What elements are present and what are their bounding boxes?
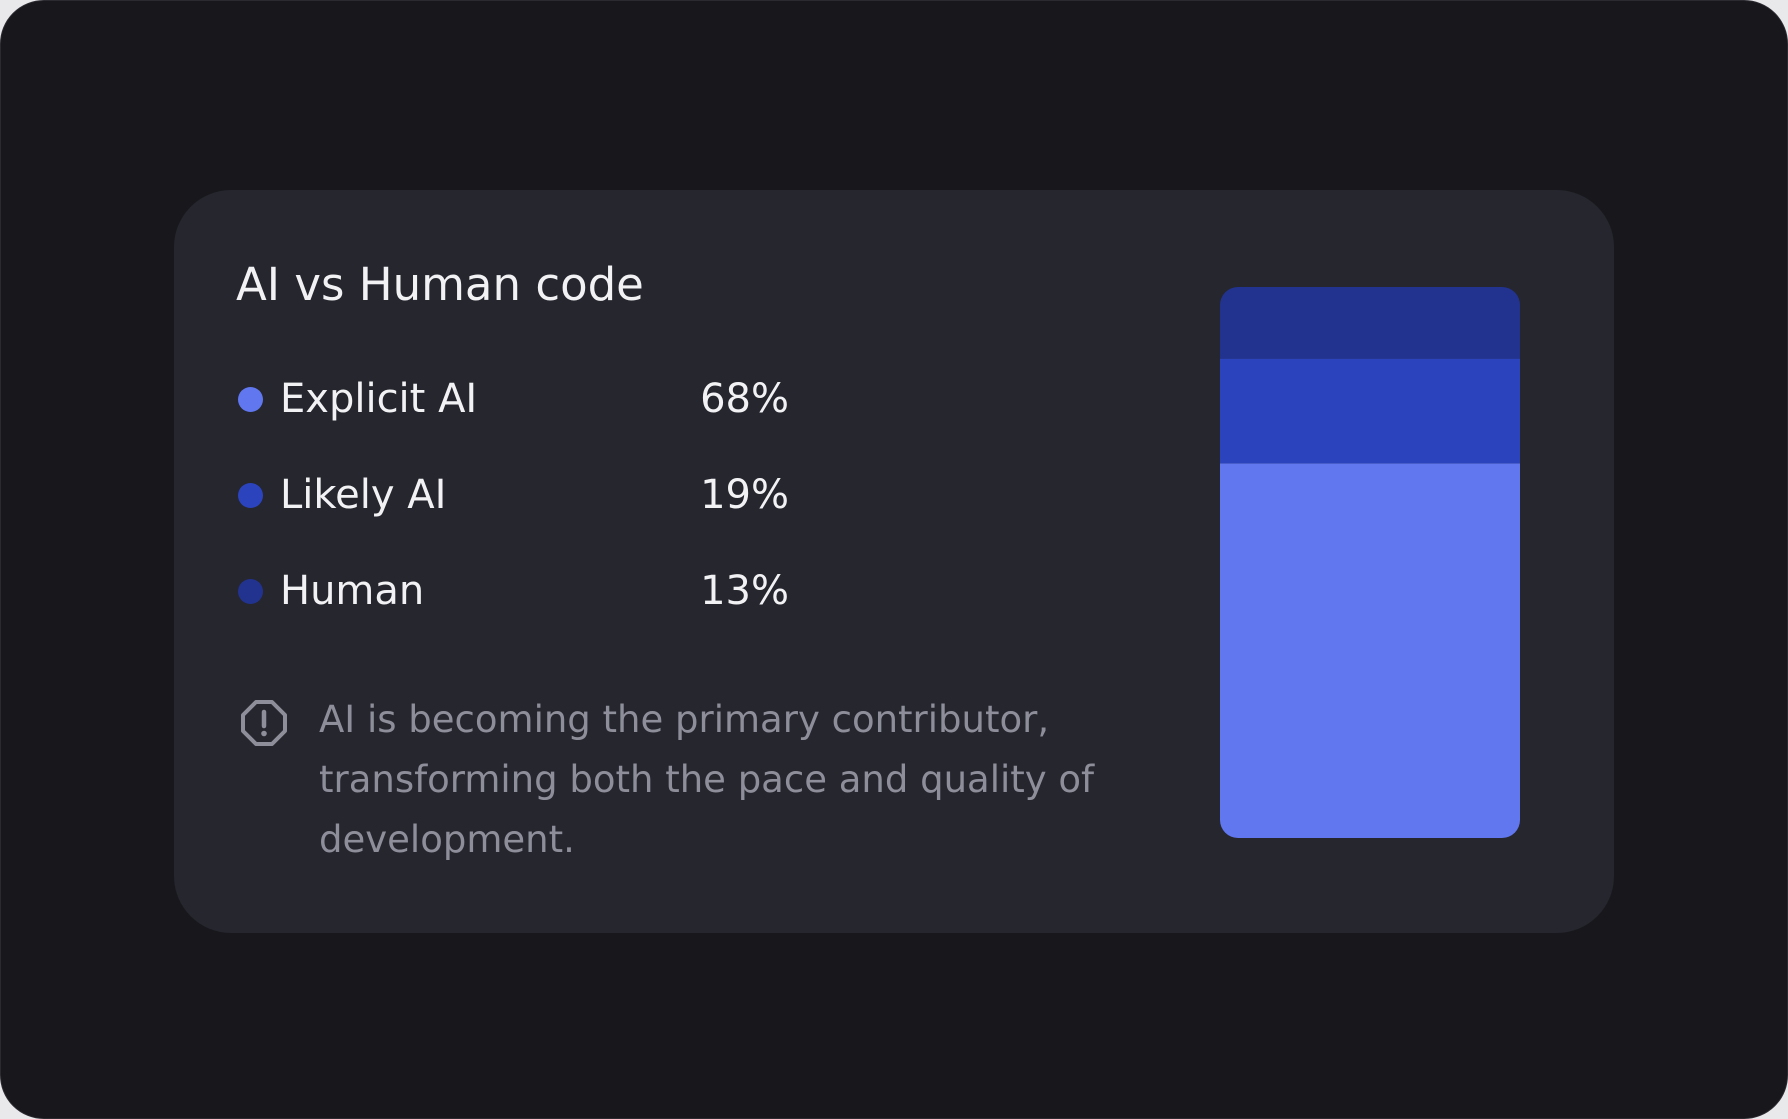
legend-row: Human 13%	[236, 562, 789, 622]
value-label: 68%	[700, 376, 789, 422]
legend-row: Explicit AI 68%	[236, 370, 789, 430]
value-label: 19%	[700, 472, 789, 518]
legend-swatch	[238, 483, 263, 508]
bar-segment	[1220, 358, 1520, 464]
value-label: 13%	[700, 568, 789, 614]
stacked-bar-chart	[1220, 287, 1520, 838]
legend-swatch	[238, 387, 263, 412]
chart-title: AI vs Human code	[236, 258, 644, 311]
legend-row: Likely AI 19%	[236, 466, 789, 526]
legend-swatch	[238, 579, 263, 604]
bar-segment	[1220, 287, 1520, 359]
card: AI vs Human code Explicit AI 68% Likely AI…	[174, 190, 1614, 933]
legend-label: Explicit AI	[280, 376, 478, 422]
legend-label: Likely AI	[280, 472, 447, 518]
bar-segment	[1220, 463, 1520, 838]
annotation: AI is becoming the primary contributor, …	[319, 698, 1095, 861]
alert-icon	[241, 700, 287, 746]
legend-label: Human	[280, 568, 425, 614]
bar-stack	[1220, 287, 1520, 838]
